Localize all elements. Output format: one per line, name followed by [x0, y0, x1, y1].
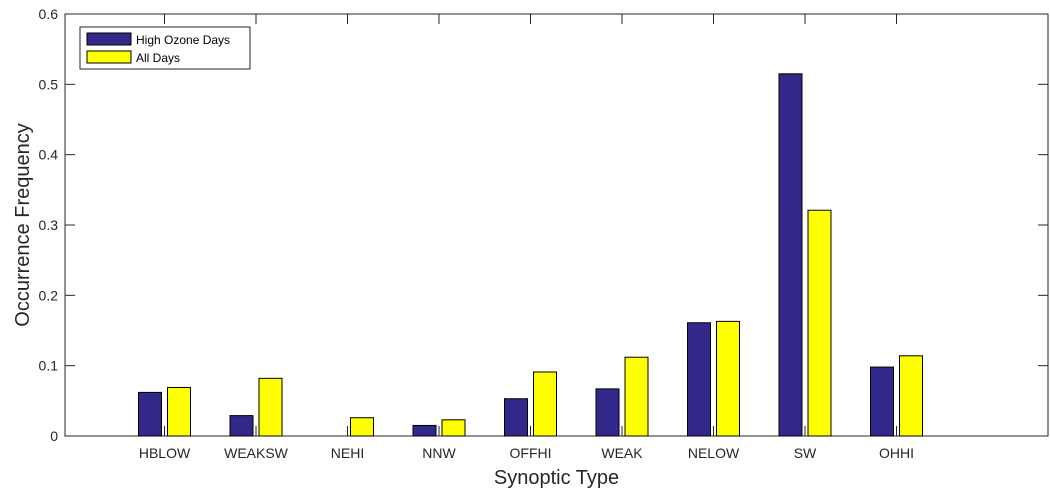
y-tick-label-4: 0.4 [39, 147, 59, 163]
bar-all-days-nelow [716, 320, 740, 437]
x-tick-label-hblow: HBLOW [139, 445, 191, 461]
bar-high-ozone-days-nnw [412, 424, 437, 437]
bar-all-days-weak [624, 356, 649, 437]
x-tick-label-sw: SW [794, 445, 817, 461]
x-tick-label-nehi: NEHI [331, 445, 364, 461]
legend-swatch-high-ozone-days [86, 32, 132, 46]
bar-high-ozone-days-ohhi [870, 366, 894, 437]
legend-swatch-all-days [86, 50, 132, 64]
axis-ticks [65, 13, 1048, 437]
x-tick-labels: HBLOW WEAKSW NEHI NNW OFFHI WEAK NELOW SW OHHI [139, 445, 914, 461]
y-tick-labels: 0 0.1 0.2 0.3 0.4 0.5 0.6 [39, 6, 59, 444]
bar-high-ozone-days-weak [595, 388, 620, 437]
y-tick-label-2: 0.2 [39, 287, 59, 303]
x-axis-title: Synoptic Type [494, 467, 619, 489]
y-axis-title: Occurrence Frequency [12, 123, 34, 326]
legend-label-high-ozone-days: High Ozone Days [136, 33, 230, 47]
plot-area [64, 13, 1049, 437]
bars [138, 73, 923, 437]
x-tick-label-ohhi: OHHI [879, 445, 914, 461]
bar-high-ozone-days-sw [778, 73, 803, 437]
bar-all-days-nnw [441, 419, 466, 437]
x-tick-label-nnw: NNW [422, 445, 456, 461]
x-tick-label-nelow: NELOW [688, 445, 740, 461]
x-tick-label-weaksw: WEAKSW [224, 445, 289, 461]
bar-all-days-weaksw [258, 377, 283, 437]
bar-all-days-hblow [167, 386, 191, 437]
bar-all-days-offhi [533, 371, 557, 437]
bar-high-ozone-days-weaksw [229, 415, 254, 437]
bar-high-ozone-days-offhi [504, 398, 528, 437]
bar-high-ozone-days-nelow [687, 322, 711, 437]
bar-all-days-sw [807, 209, 832, 437]
x-tick-label-weak: WEAK [601, 445, 643, 461]
legend: High Ozone Days All Days [79, 26, 251, 70]
y-tick-label-3: 0.3 [39, 217, 59, 233]
y-tick-label-0: 0 [50, 428, 58, 444]
y-tick-label-5: 0.5 [39, 76, 59, 92]
bar-all-days-nehi [350, 417, 374, 437]
legend-label-all-days: All Days [136, 51, 180, 65]
bar-high-ozone-days-hblow [138, 391, 162, 437]
x-tick-label-offhi: OFFHI [510, 445, 552, 461]
y-tick-label-1: 0.1 [39, 358, 59, 374]
y-tick-label-6: 0.6 [39, 6, 59, 22]
bar-all-days-ohhi [899, 355, 923, 437]
